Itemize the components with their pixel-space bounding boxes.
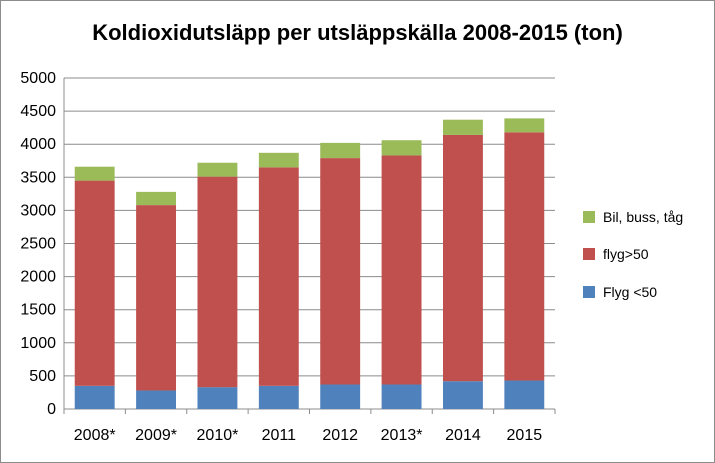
bar-segment xyxy=(504,132,545,381)
y-tick-label: 2500 xyxy=(20,236,56,253)
bar-segment xyxy=(320,158,361,385)
bar-segment xyxy=(136,205,177,391)
bar-segment xyxy=(258,167,299,386)
legend-swatch xyxy=(583,248,595,260)
y-tick-label: 2000 xyxy=(20,269,56,286)
bar-segment xyxy=(320,384,361,409)
bar-segment xyxy=(136,191,177,206)
bar-segment xyxy=(504,118,545,133)
bar-segment xyxy=(197,162,238,177)
bar-segment xyxy=(258,385,299,409)
y-tick-label: 3000 xyxy=(20,202,56,219)
bar-segment xyxy=(381,384,422,409)
legend-label: Flyg <50 xyxy=(603,284,657,300)
bar-segment xyxy=(74,385,115,409)
x-tick-label: 2013* xyxy=(381,427,423,444)
legend-label: Bil, buss, tåg xyxy=(603,209,683,225)
legend-swatch xyxy=(583,211,595,223)
x-tick-label: 2008* xyxy=(74,427,116,444)
y-tick-label: 4000 xyxy=(20,136,56,153)
x-tick-label: 2009* xyxy=(135,427,177,444)
y-tick-label: 1000 xyxy=(20,335,56,352)
bar-segment xyxy=(320,142,361,159)
bar-segment xyxy=(197,176,238,388)
legend-swatch xyxy=(583,286,595,298)
bar-segment xyxy=(442,119,483,135)
bar-segment xyxy=(136,390,177,409)
x-tick-label: 2010* xyxy=(197,427,239,444)
y-tick-label: 5000 xyxy=(20,70,56,87)
x-tick-label: 2012 xyxy=(322,427,358,444)
x-tick-label: 2015 xyxy=(507,427,543,444)
bar-segment xyxy=(258,152,299,168)
chart-title: Koldioxidutsläpp per utsläppskälla 2008-… xyxy=(92,20,623,45)
x-tick-label: 2011 xyxy=(262,427,297,444)
y-tick-label: 500 xyxy=(29,368,56,385)
bar-segment xyxy=(74,166,115,181)
bar-segment xyxy=(442,134,483,382)
bar-segment xyxy=(381,140,422,156)
y-tick-label: 4500 xyxy=(20,103,56,120)
legend-label: flyg>50 xyxy=(603,246,649,262)
bar-segment xyxy=(381,155,422,385)
y-tick-label: 0 xyxy=(47,401,56,418)
bar-segment xyxy=(442,381,483,409)
y-tick-label: 3500 xyxy=(20,169,56,186)
y-tick-label: 1500 xyxy=(20,302,56,319)
bar-segment xyxy=(197,387,238,409)
bar-segment xyxy=(504,380,545,409)
x-tick-label: 2014 xyxy=(445,427,481,444)
bar-segment xyxy=(74,180,115,386)
